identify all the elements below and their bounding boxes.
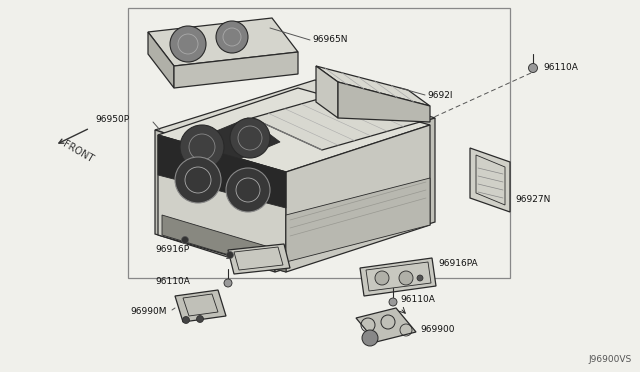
- Circle shape: [375, 271, 389, 285]
- Polygon shape: [252, 90, 420, 150]
- Polygon shape: [175, 118, 280, 172]
- Circle shape: [182, 237, 189, 244]
- Text: 96916PA: 96916PA: [438, 260, 477, 269]
- Circle shape: [170, 26, 206, 62]
- Polygon shape: [316, 66, 430, 106]
- Circle shape: [216, 21, 248, 53]
- Text: 96110A: 96110A: [543, 62, 578, 71]
- Polygon shape: [275, 118, 435, 272]
- Circle shape: [224, 279, 232, 287]
- Text: 969900: 969900: [420, 326, 454, 334]
- Polygon shape: [148, 32, 174, 88]
- Polygon shape: [162, 215, 286, 272]
- Text: J96900VS: J96900VS: [589, 355, 632, 364]
- Circle shape: [399, 271, 413, 285]
- Circle shape: [175, 157, 221, 203]
- Text: 96950P: 96950P: [95, 115, 129, 125]
- Polygon shape: [316, 66, 338, 118]
- Polygon shape: [158, 88, 430, 172]
- Polygon shape: [175, 290, 226, 322]
- Circle shape: [362, 330, 378, 346]
- Text: 96110A: 96110A: [400, 295, 435, 305]
- Polygon shape: [360, 258, 436, 296]
- Circle shape: [180, 125, 224, 169]
- Polygon shape: [338, 82, 430, 122]
- Polygon shape: [228, 244, 290, 274]
- Text: 96110A: 96110A: [155, 278, 190, 286]
- FancyBboxPatch shape: [245, 253, 267, 265]
- Polygon shape: [174, 52, 298, 88]
- Polygon shape: [286, 178, 430, 262]
- Text: 96990M: 96990M: [130, 307, 166, 315]
- Text: 9692I: 9692I: [427, 90, 452, 99]
- Polygon shape: [155, 130, 275, 272]
- Text: FRONT: FRONT: [61, 140, 95, 165]
- Polygon shape: [158, 135, 286, 272]
- Circle shape: [529, 64, 538, 73]
- Circle shape: [226, 168, 270, 212]
- Polygon shape: [470, 148, 510, 212]
- Text: 96965N: 96965N: [312, 35, 348, 45]
- Polygon shape: [286, 125, 430, 272]
- Text: 96916P: 96916P: [155, 246, 189, 254]
- Circle shape: [182, 317, 189, 324]
- Circle shape: [389, 298, 397, 306]
- Circle shape: [417, 275, 423, 281]
- Polygon shape: [155, 80, 435, 168]
- Bar: [128, 8, 510, 278]
- Text: 96927N: 96927N: [515, 196, 550, 205]
- Polygon shape: [148, 18, 298, 66]
- Circle shape: [230, 118, 270, 158]
- Polygon shape: [356, 308, 416, 342]
- Circle shape: [227, 251, 234, 259]
- Polygon shape: [158, 135, 286, 208]
- Circle shape: [196, 315, 204, 323]
